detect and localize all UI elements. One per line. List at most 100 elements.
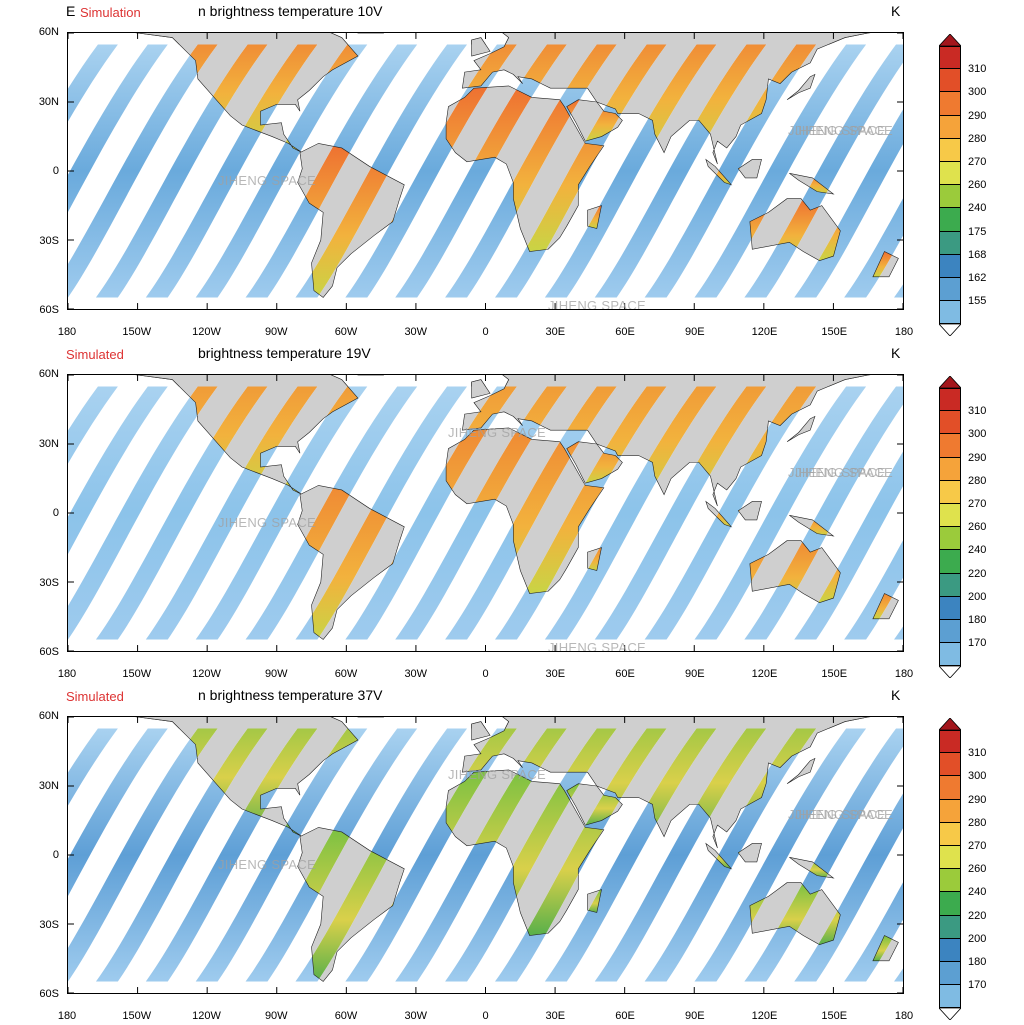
- swath-gap: [68, 728, 148, 859]
- panel-title: n brightness temperature 10V: [198, 3, 383, 19]
- lat-tick-label: 60N: [38, 368, 59, 380]
- lon-tick-label: 150W: [122, 326, 152, 338]
- lon-tick-label: 150E: [821, 1010, 848, 1022]
- eurasia-polar: [502, 375, 871, 387]
- lon-tick-label: 0: [482, 668, 489, 680]
- axis-ticks: [68, 717, 903, 993]
- lon-tick-label: 120W: [192, 326, 221, 338]
- simulation-label: Simulation: [80, 5, 141, 20]
- lon-tick-label: 150E: [821, 668, 848, 680]
- lon-tick-label: 60W: [334, 1010, 358, 1022]
- legend-swatch: [939, 730, 961, 754]
- swath-gap: [68, 386, 148, 517]
- swath-gap: [68, 44, 98, 89]
- lat-tick-label: 30N: [38, 779, 59, 792]
- lon-tick-label: 180: [894, 326, 914, 338]
- legend-value: 280: [968, 816, 987, 829]
- map-area: JIHENG SPACE JIHENG SPACE JIHENG SPACE JIHE…: [67, 374, 904, 652]
- legend-value: 200: [968, 590, 987, 603]
- swath-gap: [68, 728, 248, 982]
- legend-swatch: [939, 938, 961, 962]
- lat-tick-label: 0: [52, 165, 59, 177]
- legend-swatch: [939, 620, 961, 644]
- lon-tick-label: 0: [482, 326, 489, 338]
- swath-gap: [68, 44, 148, 175]
- swath-gap: [167, 44, 348, 298]
- lon-tick-label: 30E: [545, 668, 566, 680]
- lon-tick-label: 90E: [684, 1010, 705, 1022]
- swath-gap: [766, 746, 903, 982]
- lon-tick-label: 180: [894, 1010, 914, 1022]
- swath-gap: [68, 728, 98, 773]
- legend-swatch: [939, 822, 961, 846]
- legend-value: 310: [968, 747, 987, 760]
- swath-gap: [816, 828, 903, 982]
- legend-value: 290: [968, 109, 987, 122]
- lon-tick-label: 30W: [404, 1010, 428, 1022]
- map-panel: JIHENG SPACE JIHENG SPACE JIHENG SPACE JIHE…: [0, 342, 1024, 683]
- legend-swatch: [939, 301, 961, 325]
- swath-gap: [766, 404, 903, 640]
- lon-tick-label: 180: [894, 668, 914, 680]
- lon-tick-label: 60W: [334, 326, 358, 338]
- uk-nodata: [471, 728, 491, 741]
- legend-swatch: [939, 550, 961, 574]
- simulation-label: Simulated: [66, 689, 124, 704]
- legend-arrow-top: [939, 34, 961, 46]
- map-svg: [68, 717, 903, 993]
- legend-value: 170: [968, 979, 987, 992]
- swath-gap: [866, 577, 903, 640]
- lon-tick-label: 60W: [334, 668, 358, 680]
- lat-tick-label: 60N: [38, 26, 59, 38]
- legend-swatch: [939, 915, 961, 939]
- polar-land: [135, 33, 871, 45]
- legend-swatch: [939, 434, 961, 458]
- legend-swatch: [939, 869, 961, 893]
- legend-swatch: [939, 69, 961, 93]
- lon-tick-label: 90W: [264, 668, 288, 680]
- lat-tick-label: 30N: [38, 95, 59, 108]
- lon-tick-label: 120W: [192, 1010, 221, 1022]
- unit-label: K: [891, 3, 901, 19]
- legend-value: 220: [968, 567, 987, 580]
- legend-swatch: [939, 208, 961, 232]
- swath-gap: [167, 386, 348, 640]
- legend-value: 300: [968, 428, 987, 441]
- legend-swatch: [939, 573, 961, 597]
- legend-value: 310: [968, 405, 987, 418]
- legend-value: 180: [968, 956, 987, 968]
- legend-value: 280: [968, 474, 987, 487]
- lon-tick-label: 0: [482, 1010, 489, 1022]
- legend-value: 310: [968, 63, 987, 76]
- axis-ticks: [68, 33, 903, 309]
- eurasia-polar: [502, 33, 871, 45]
- borneo-nodata: [737, 501, 762, 521]
- lon-tick-label: 120W: [192, 668, 221, 680]
- legend-arrow-top: [939, 718, 961, 730]
- legend-swatch: [939, 92, 961, 116]
- legend-value: 300: [968, 770, 987, 783]
- map-svg: [68, 375, 903, 651]
- lat-tick-label: 60S: [39, 646, 59, 658]
- lon-tick-label: 90E: [684, 668, 705, 680]
- map-panel: JIHENG SPACE JIHENG SPACE JIHENG SPACE JIHE…: [0, 0, 1024, 341]
- legend-swatch: [939, 411, 961, 435]
- uk-nodata: [471, 44, 491, 57]
- legend-value: 240: [968, 886, 987, 899]
- legend-value: 270: [968, 840, 987, 852]
- legend-swatch: [939, 799, 961, 823]
- uk-polar: [471, 37, 486, 45]
- legend-swatch: [939, 753, 961, 777]
- legend-arrow-top: [939, 376, 961, 388]
- legend-swatch: [939, 480, 961, 504]
- legend-value: 155: [968, 295, 987, 308]
- panel-title: brightness temperature 19V: [198, 345, 371, 361]
- legend-swatch: [939, 985, 961, 1009]
- swath-gap: [866, 235, 903, 298]
- lon-tick-label: 30W: [404, 668, 428, 680]
- legend-value: 290: [968, 793, 987, 806]
- map-area: JIHENG SPACE JIHENG SPACE JIHENG SPACE JIHE…: [67, 716, 904, 994]
- eurasia-polar: [502, 717, 871, 729]
- swath-gap: [816, 144, 903, 298]
- north-america-polar: [135, 717, 349, 729]
